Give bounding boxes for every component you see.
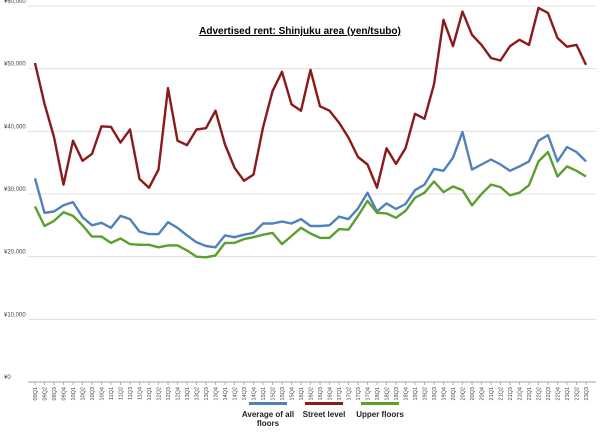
x-tick-label: 13Q3 bbox=[204, 387, 210, 400]
chart-title: Advertised rent: Shinjuku area (yen/tsub… bbox=[199, 26, 401, 37]
legend-swatch bbox=[249, 402, 287, 405]
x-tick-label: 20Q3 bbox=[470, 387, 476, 400]
x-tick-label: 15Q3 bbox=[280, 387, 286, 400]
x-tick-label: 11Q2 bbox=[119, 387, 125, 400]
legend-label: Street level bbox=[302, 410, 346, 419]
series-line bbox=[33, 150, 587, 259]
x-tick-label: 14Q2 bbox=[233, 387, 239, 400]
x-tick-label: 10Q3 bbox=[90, 387, 96, 400]
x-tick-label: 12Q1 bbox=[147, 387, 153, 400]
x-tick-label: 19Q4 bbox=[442, 387, 448, 400]
x-tick-label: 21Q3 bbox=[508, 387, 514, 400]
x-tick-label: 13Q1 bbox=[185, 387, 191, 400]
x-tick-label: 17Q2 bbox=[347, 387, 353, 400]
y-tick-label: ¥20,000 bbox=[4, 250, 26, 256]
x-tick-label: 22Q2 bbox=[537, 387, 543, 400]
x-tick-label: 20Q2 bbox=[461, 387, 467, 400]
x-tick-label: 11Q1 bbox=[109, 387, 115, 400]
x-tick-label: 18Q4 bbox=[404, 387, 410, 400]
x-tick-label: 14Q3 bbox=[242, 387, 248, 400]
legend-swatch bbox=[305, 402, 343, 405]
x-tick-label: 12Q3 bbox=[166, 387, 172, 400]
x-tick-label: 13Q2 bbox=[195, 387, 201, 400]
x-tick-label: 15Q1 bbox=[261, 387, 267, 400]
x-tick-label: 13Q4 bbox=[214, 387, 220, 400]
x-tick-label: 09Q1 bbox=[33, 387, 39, 400]
y-tick-label: ¥50,000 bbox=[4, 62, 26, 68]
x-tick-label: 21Q1 bbox=[489, 387, 495, 400]
series-line bbox=[33, 130, 587, 249]
x-tick-label: 22Q4 bbox=[556, 387, 562, 400]
x-tick-label: 18Q2 bbox=[385, 387, 391, 400]
x-tick-label: 10Q4 bbox=[100, 387, 106, 400]
x-tick-label: 20Q1 bbox=[451, 387, 457, 400]
y-tick-label: ¥40,000 bbox=[4, 124, 26, 130]
x-tick-label: 15Q2 bbox=[271, 387, 277, 400]
x-tick-label: 21Q4 bbox=[518, 387, 524, 400]
x-tick-label: 16Q1 bbox=[299, 387, 305, 400]
x-tick-label: 10Q1 bbox=[71, 387, 77, 400]
x-tick-label: 18Q1 bbox=[375, 387, 381, 400]
x-tick-label: 16Q3 bbox=[318, 387, 324, 400]
y-tick-label: ¥10,000 bbox=[4, 312, 26, 318]
x-tick-label: 09Q2 bbox=[43, 387, 49, 400]
x-tick-label: 11Q4 bbox=[138, 387, 144, 400]
x-tick-label: 23Q1 bbox=[565, 387, 571, 400]
x-tick-label: 17Q3 bbox=[356, 387, 362, 400]
series-line bbox=[33, 6, 588, 189]
x-tick-label: 17Q4 bbox=[366, 387, 372, 400]
x-tick-label: 21Q2 bbox=[499, 387, 505, 400]
x-tick-label: 14Q1 bbox=[223, 387, 229, 400]
x-tick-label: 19Q2 bbox=[423, 387, 429, 400]
y-tick-label: ¥0 bbox=[4, 375, 11, 381]
x-tick-label: 16Q2 bbox=[309, 387, 315, 400]
x-tick-label: 15Q4 bbox=[290, 387, 296, 400]
x-tick-label: 19Q3 bbox=[432, 387, 438, 400]
x-tick-label: 22Q1 bbox=[527, 387, 533, 400]
legend-swatch bbox=[361, 402, 399, 405]
x-tick-label: 23Q2 bbox=[575, 387, 581, 400]
legend-label: Average of all floors bbox=[241, 410, 295, 428]
x-tick-label: 17Q1 bbox=[337, 387, 343, 400]
x-tick-label: 16Q4 bbox=[328, 387, 334, 400]
legend-entry: Street level bbox=[296, 402, 352, 419]
legend-entry: Average of all floors bbox=[240, 402, 296, 428]
legend-entry: Upper floors bbox=[352, 402, 408, 419]
x-tick-label: 14Q4 bbox=[252, 387, 258, 400]
x-tick-label: 11Q3 bbox=[128, 387, 134, 400]
x-tick-label: 09Q3 bbox=[52, 387, 58, 400]
x-tick-label: 12Q2 bbox=[157, 387, 163, 400]
x-tick-label: 22Q3 bbox=[546, 387, 552, 400]
x-tick-label: 23Q3 bbox=[584, 387, 590, 400]
x-tick-label: 09Q4 bbox=[62, 387, 68, 400]
x-tick-label: 20Q4 bbox=[480, 387, 486, 400]
x-tick-label: 12Q4 bbox=[176, 387, 182, 400]
x-tick-label: 18Q3 bbox=[394, 387, 400, 400]
x-tick-label: 19Q1 bbox=[413, 387, 419, 400]
y-tick-label: ¥30,000 bbox=[4, 187, 26, 193]
x-tick-label: 10Q2 bbox=[81, 387, 87, 400]
legend-label: Upper floors bbox=[356, 410, 404, 419]
y-tick-label: ¥60,000 bbox=[4, 0, 26, 5]
